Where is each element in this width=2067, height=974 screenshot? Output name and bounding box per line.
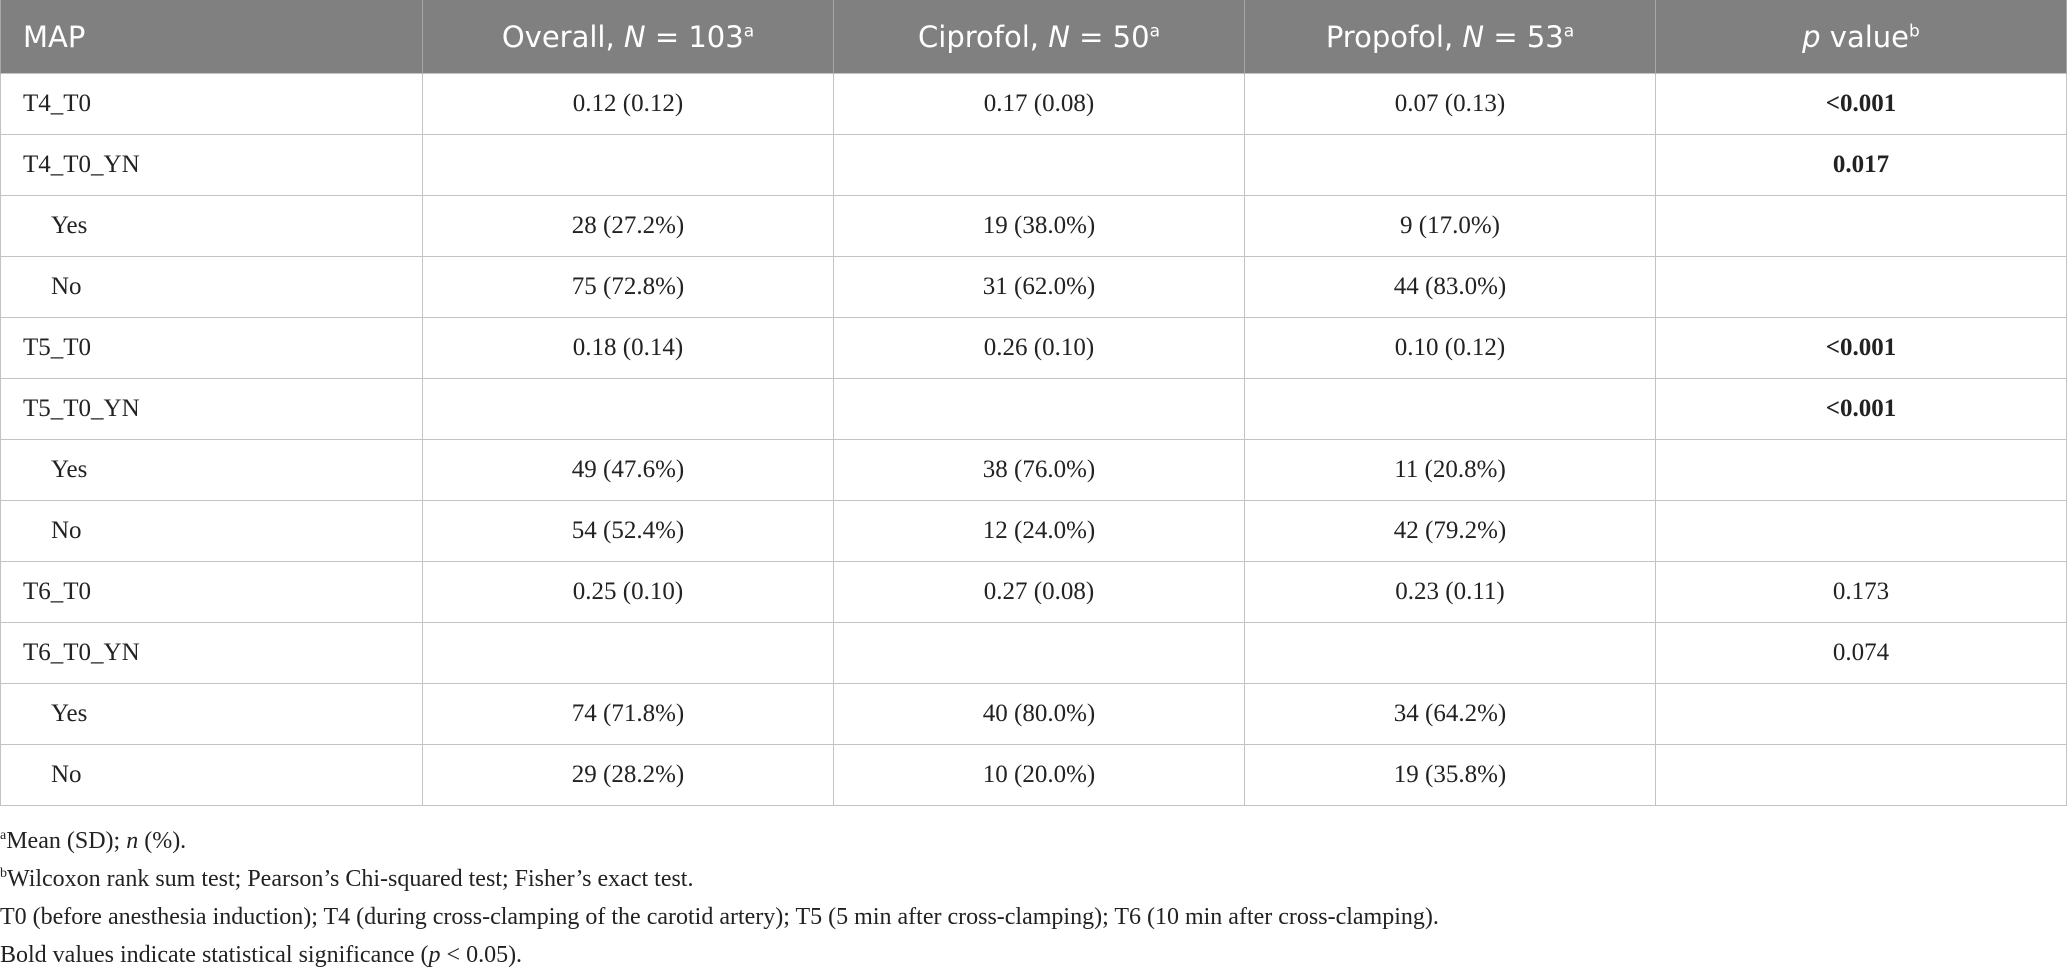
cell-overall: 0.25 (0.10) xyxy=(422,561,834,623)
header-propofol: Propofol, N = 53a xyxy=(1244,0,1656,74)
results-table: MAP Overall, N = 103a Ciprofol, N = 50a … xyxy=(0,0,2067,806)
cell-p-value: <0.001 xyxy=(1655,73,2067,135)
cell-overall: 0.18 (0.14) xyxy=(422,317,834,379)
cell-ciprofol xyxy=(833,378,1245,440)
cell-p-value xyxy=(1655,439,2067,501)
cell-p-value xyxy=(1655,195,2067,257)
footnote-bold: Bold values indicate statistical signifi… xyxy=(0,942,523,968)
row-label: No xyxy=(0,744,423,806)
table-row: T6_T0_YN 0.074 xyxy=(0,622,2067,684)
cell-ciprofol xyxy=(833,134,1245,196)
row-label: T4_T0 xyxy=(0,73,423,135)
cell-p-value xyxy=(1655,683,2067,745)
cell-p-value: <0.001 xyxy=(1655,317,2067,379)
row-label: No xyxy=(0,256,423,318)
table-row: T6_T0 0.25 (0.10) 0.27 (0.08) 0.23 (0.11) 0.… xyxy=(0,561,2067,623)
cell-propofol xyxy=(1244,378,1656,440)
cell-overall: 75 (72.8%) xyxy=(422,256,834,318)
cell-overall: 29 (28.2%) xyxy=(422,744,834,806)
table-row: T5_T0 0.18 (0.14) 0.26 (0.10) 0.10 (0.12) <0… xyxy=(0,317,2067,379)
header-overall: Overall, N = 103a xyxy=(422,0,834,74)
cell-propofol: 19 (35.8%) xyxy=(1244,744,1656,806)
table-row: T5_T0_YN <0.001 xyxy=(0,378,2067,440)
header-map: MAP xyxy=(0,0,423,74)
cell-propofol: 34 (64.2%) xyxy=(1244,683,1656,745)
table-row: No 54 (52.4%) 12 (24.0%) 42 (79.2%) xyxy=(0,500,2067,562)
row-label: T5_T0 xyxy=(0,317,423,379)
table-row: Yes 49 (47.6%) 38 (76.0%) 11 (20.8%) xyxy=(0,439,2067,501)
cell-overall: 74 (71.8%) xyxy=(422,683,834,745)
cell-propofol: 0.23 (0.11) xyxy=(1244,561,1656,623)
cell-p-value xyxy=(1655,500,2067,562)
row-label: T4_T0_YN xyxy=(0,134,423,196)
footnote-timepoints: T0 (before anesthesia induction); T4 (du… xyxy=(0,904,1439,930)
row-label: Yes xyxy=(0,195,423,257)
cell-ciprofol: 0.27 (0.08) xyxy=(833,561,1245,623)
cell-overall: 0.12 (0.12) xyxy=(422,73,834,135)
cell-p-value: 0.074 xyxy=(1655,622,2067,684)
cell-p-value: <0.001 xyxy=(1655,378,2067,440)
cell-ciprofol: 0.17 (0.08) xyxy=(833,73,1245,135)
row-label: T5_T0_YN xyxy=(0,378,423,440)
footnote-b: bWilcoxon rank sum test; Pearson’s Chi-s… xyxy=(0,866,694,892)
cell-propofol xyxy=(1244,134,1656,196)
row-label: Yes xyxy=(0,683,423,745)
cell-ciprofol: 19 (38.0%) xyxy=(833,195,1245,257)
row-label: Yes xyxy=(0,439,423,501)
cell-propofol: 9 (17.0%) xyxy=(1244,195,1656,257)
cell-ciprofol: 40 (80.0%) xyxy=(833,683,1245,745)
cell-p-value: 0.017 xyxy=(1655,134,2067,196)
table-row: No 29 (28.2%) 10 (20.0%) 19 (35.8%) xyxy=(0,744,2067,806)
footnotes: aMean (SD); n (%). bWilcoxon rank sum te… xyxy=(0,822,1439,974)
cell-overall: 49 (47.6%) xyxy=(422,439,834,501)
cell-propofol: 11 (20.8%) xyxy=(1244,439,1656,501)
cell-propofol: 42 (79.2%) xyxy=(1244,500,1656,562)
table-row: No 75 (72.8%) 31 (62.0%) 44 (83.0%) xyxy=(0,256,2067,318)
cell-overall xyxy=(422,378,834,440)
cell-p-value: 0.173 xyxy=(1655,561,2067,623)
cell-ciprofol: 10 (20.0%) xyxy=(833,744,1245,806)
row-label: T6_T0_YN xyxy=(0,622,423,684)
cell-propofol: 44 (83.0%) xyxy=(1244,256,1656,318)
header-p-value: p valueb xyxy=(1655,0,2067,74)
cell-ciprofol xyxy=(833,622,1245,684)
cell-ciprofol: 0.26 (0.10) xyxy=(833,317,1245,379)
table-row: Yes 74 (71.8%) 40 (80.0%) 34 (64.2%) xyxy=(0,683,2067,745)
footnote-a: aMean (SD); n (%). xyxy=(0,828,187,854)
row-label: No xyxy=(0,500,423,562)
header-ciprofol: Ciprofol, N = 50a xyxy=(833,0,1245,74)
cell-overall xyxy=(422,134,834,196)
table-row: T4_T0 0.12 (0.12) 0.17 (0.08) 0.07 (0.13) <0… xyxy=(0,73,2067,135)
table-row: T4_T0_YN 0.017 xyxy=(0,134,2067,196)
row-label: T6_T0 xyxy=(0,561,423,623)
cell-overall: 28 (27.2%) xyxy=(422,195,834,257)
cell-propofol: 0.10 (0.12) xyxy=(1244,317,1656,379)
cell-propofol: 0.07 (0.13) xyxy=(1244,73,1656,135)
cell-p-value xyxy=(1655,744,2067,806)
table-row: Yes 28 (27.2%) 19 (38.0%) 9 (17.0%) xyxy=(0,195,2067,257)
cell-overall: 54 (52.4%) xyxy=(422,500,834,562)
cell-ciprofol: 12 (24.0%) xyxy=(833,500,1245,562)
cell-propofol xyxy=(1244,622,1656,684)
header-row: MAP Overall, N = 103a Ciprofol, N = 50a … xyxy=(0,0,2067,74)
cell-ciprofol: 38 (76.0%) xyxy=(833,439,1245,501)
cell-ciprofol: 31 (62.0%) xyxy=(833,256,1245,318)
cell-p-value xyxy=(1655,256,2067,318)
cell-overall xyxy=(422,622,834,684)
